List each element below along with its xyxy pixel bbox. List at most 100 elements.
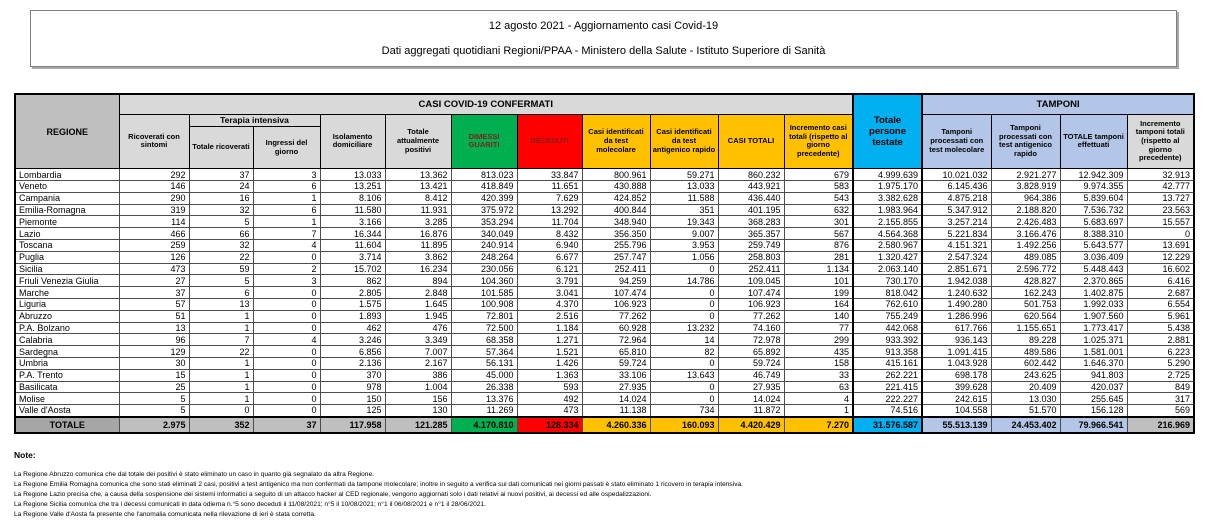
value-cell: 248.264 [450,250,518,264]
value-cell: 15.557 [1126,215,1195,229]
value-cell: 6.856 [319,345,386,359]
value-cell: 1 [188,321,254,335]
value-cell: 72.500 [450,321,518,335]
col-header-dimessi-guariti: DIMESSI GUARITI [450,113,518,170]
value-cell: 74.516 [852,404,924,417]
value-cell: 1.271 [516,333,583,347]
value-cell: 2.805 [319,286,386,300]
value-cell: 3.036.409 [1059,250,1128,264]
value-cell: 679 [783,168,854,182]
value-cell: 3.791 [516,274,583,288]
table-row: Umbria 30 1 0 2.136 2.167 56.131 1.426 59.724 0 59… [14,357,1195,370]
value-cell: 3.714 [319,250,386,264]
value-cell: 462 [319,321,386,335]
value-cell: 818.042 [852,286,924,300]
value-cell: 3.166 [319,215,386,229]
value-cell: 0 [252,309,321,323]
value-cell: 0 [649,357,719,370]
value-cell: 31.576.587 [852,415,924,434]
value-cell: 257.747 [581,250,651,264]
value-cell: 4.370 [516,298,583,311]
value-cell: 2.687 [1126,286,1195,300]
value-cell: 1.240.632 [921,286,992,300]
value-cell: 130 [384,404,452,417]
table-row: P.A. Bolzano 13 1 0 462 476 72.500 1.184 60.928 1… [14,321,1195,335]
value-cell: 11.588 [649,191,719,205]
value-cell: 292 [118,168,190,182]
value-cell: 13 [118,321,190,335]
value-cell: 5.448.443 [1059,262,1128,276]
value-cell: 72.801 [450,309,518,323]
value-cell: 16.876 [384,227,452,241]
value-cell: 0 [252,404,321,417]
value-cell: 356.350 [581,227,651,241]
value-cell: 13.292 [516,203,583,217]
value-cell: 107.474 [717,286,785,300]
table-row: Puglia 126 22 0 3.714 3.862 248.264 6.677 257.74… [14,250,1195,264]
value-cell: 0 [649,298,719,311]
note-line: La Regione Valle d'Aosta fa presente che… [14,511,316,519]
value-cell: 25 [118,380,190,394]
value-cell: 1.025.371 [1059,333,1128,347]
value-cell: 1.155.651 [990,321,1061,335]
table-body: Lombardia 292 37 3 13.033 13.362 813.023 33.847… [14,168,1195,434]
value-cell: 698.178 [921,368,992,382]
value-cell: 164 [783,298,854,311]
value-cell: 15.702 [319,262,386,276]
value-cell: 101.585 [450,286,518,300]
value-cell: 1.992.033 [1059,298,1128,311]
region-cell: Abruzzo [14,309,120,323]
value-cell: 7.007 [384,345,452,359]
note-line: La Regione Sicilia comunica che tra i de… [14,501,486,509]
value-cell: 352 [188,415,254,434]
region-cell: Emilia-Romagna [14,203,120,217]
value-cell: 11.931 [384,203,452,217]
table-row: P.A. Trento 15 1 0 370 386 45.000 1.363 33.106 13… [14,368,1195,382]
value-cell: 5 [188,215,254,229]
value-cell: 2.547.324 [921,250,992,264]
col-header-tamponi-molecolare: Tamponi processati con test molecolare [921,113,992,170]
value-cell: 386 [384,368,452,382]
value-cell: 3.166.476 [990,227,1061,241]
value-cell: 33 [783,368,854,382]
value-cell: 2.516 [516,309,583,323]
table-row: Friuli Venezia Giulia 27 5 3 862 894 104.360 3.… [14,274,1195,288]
value-cell: 755.249 [852,309,924,323]
value-cell: 7.629 [516,191,583,205]
value-cell: 2.596.772 [990,262,1061,276]
value-cell: 68.358 [450,333,518,347]
region-cell: Molise [14,392,120,406]
value-cell: 104.558 [921,404,992,417]
value-cell: 0 [252,286,321,300]
value-cell: 5.683.697 [1059,215,1128,229]
value-cell: 762.610 [852,298,924,311]
value-cell: 13.362 [384,168,452,182]
value-cell: 32 [188,239,254,252]
region-cell: Puglia [14,250,120,264]
col-header-deceduti: DECEDUTI [516,113,583,170]
value-cell: 243.625 [990,368,1061,382]
value-cell: 23.563 [1126,203,1195,217]
value-cell: 77.262 [717,309,785,323]
region-cell: Veneto [14,180,120,193]
value-cell: 420.037 [1059,380,1128,394]
value-cell: 222.227 [852,392,924,406]
value-cell: 428.827 [990,274,1061,288]
value-cell: 5 [118,392,190,406]
value-cell: 11.580 [319,203,386,217]
value-cell: 22 [188,250,254,264]
value-cell: 1.983.964 [852,203,924,217]
value-cell: 0 [252,298,321,311]
value-cell: 13 [188,298,254,311]
table-row: Calabria 96 7 4 3.246 3.349 68.358 1.271 72.964 1… [14,333,1195,347]
value-cell: 5.438 [1126,321,1195,335]
value-cell: 913.358 [852,345,924,359]
region-cell: Sardegna [14,345,120,359]
value-cell: 1.286.996 [921,309,992,323]
value-cell: 6.554 [1126,298,1195,311]
value-cell: 1.645 [384,298,452,311]
value-cell: 1.184 [516,321,583,335]
note-line: La Regione Abruzzo comunica che dal tota… [14,470,374,478]
value-cell: 1.056 [649,250,719,264]
value-cell: 156.128 [1059,404,1128,417]
